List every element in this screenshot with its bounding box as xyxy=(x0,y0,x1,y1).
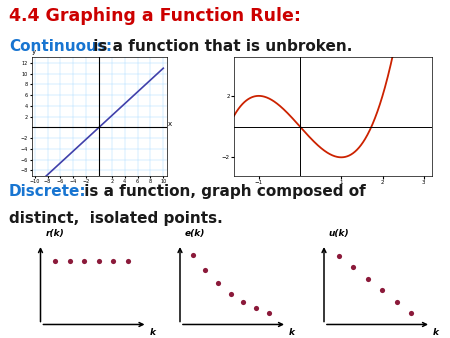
Point xyxy=(110,258,117,263)
Point xyxy=(81,258,88,263)
Point xyxy=(335,253,342,259)
Text: distinct,  isolated points.: distinct, isolated points. xyxy=(9,211,223,226)
Point xyxy=(240,299,247,305)
Point xyxy=(66,258,73,263)
Text: Continuous:: Continuous: xyxy=(9,39,112,54)
Point xyxy=(95,258,102,263)
Point xyxy=(364,276,371,282)
Text: k: k xyxy=(149,328,155,337)
Point xyxy=(350,265,357,270)
Text: Discrete:: Discrete: xyxy=(9,184,86,199)
Text: is a function, graph composed of: is a function, graph composed of xyxy=(79,184,365,199)
Point xyxy=(202,267,209,273)
Point xyxy=(393,299,400,304)
Point xyxy=(378,287,386,293)
Point xyxy=(408,310,415,316)
Text: e(k): e(k) xyxy=(185,229,205,238)
Point xyxy=(227,291,234,296)
Text: r(k): r(k) xyxy=(45,229,64,238)
Text: u(k): u(k) xyxy=(329,229,350,238)
Text: 4.4 Graphing a Function Rule:: 4.4 Graphing a Function Rule: xyxy=(9,7,301,25)
Text: is a function that is unbroken.: is a function that is unbroken. xyxy=(88,39,352,54)
Text: y: y xyxy=(32,49,36,55)
Point xyxy=(252,305,260,310)
Point xyxy=(189,252,196,258)
Text: k: k xyxy=(433,328,439,337)
Point xyxy=(124,258,131,263)
Text: x: x xyxy=(168,121,172,127)
Point xyxy=(265,310,272,315)
Point xyxy=(51,258,59,263)
Point xyxy=(215,280,222,286)
Text: k: k xyxy=(289,328,295,337)
